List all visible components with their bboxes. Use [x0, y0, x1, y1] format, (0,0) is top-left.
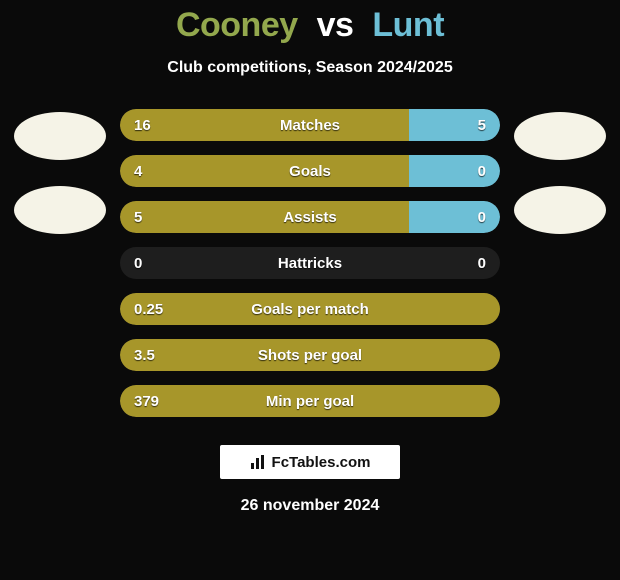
stat-right-value: 0	[478, 163, 486, 180]
stat-bar-text: 0.25 Goals per match	[120, 293, 500, 325]
stat-bar-text: 0 Hattricks 0	[120, 247, 500, 279]
stat-bar: 379 Min per goal	[120, 385, 500, 417]
vs-text: vs	[317, 6, 354, 44]
player2-avatar-bottom	[514, 186, 606, 234]
stat-right-value: 0	[478, 209, 486, 226]
fctables-logo: FcTables.com	[220, 445, 400, 479]
stat-label: Min per goal	[266, 393, 354, 410]
stat-bar: 16 Matches 5	[120, 109, 500, 141]
stat-bar: 5 Assists 0	[120, 201, 500, 233]
stat-bar-text: 379 Min per goal	[120, 385, 500, 417]
player2-avatar-col	[514, 112, 606, 234]
stat-bars: 16 Matches 5 4 Goals 0 5 Assists 0 0 Hattricks 0 0.2…	[120, 109, 500, 417]
season-subtitle: Club competitions, Season 2024/2025	[167, 59, 452, 77]
logo-text: FcTables.com	[272, 454, 371, 471]
stat-left-value: 0	[134, 255, 142, 272]
bars-icon	[250, 454, 266, 470]
stat-label: Hattricks	[278, 255, 342, 272]
stat-bar: 0 Hattricks 0	[120, 247, 500, 279]
stat-bar-text: 16 Matches 5	[120, 109, 500, 141]
player1-name: Cooney	[176, 6, 298, 44]
player1-avatar-top	[14, 112, 106, 160]
stat-left-value: 4	[134, 163, 142, 180]
stat-bar-text: 5 Assists 0	[120, 201, 500, 233]
stat-left-value: 5	[134, 209, 142, 226]
stat-bar: 4 Goals 0	[120, 155, 500, 187]
player2-name: Lunt	[372, 6, 444, 44]
comparison-title: Cooney vs Lunt	[176, 6, 444, 45]
stat-bar: 3.5 Shots per goal	[120, 339, 500, 371]
stat-left-value: 16	[134, 117, 151, 134]
footer-date: 26 november 2024	[241, 497, 380, 515]
stat-label: Goals per match	[251, 301, 369, 318]
stat-left-value: 0.25	[134, 301, 163, 318]
player2-avatar-top	[514, 112, 606, 160]
stat-label: Shots per goal	[258, 347, 362, 364]
stat-right-value: 0	[478, 255, 486, 272]
stat-bar-text: 3.5 Shots per goal	[120, 339, 500, 371]
player1-avatar-bottom	[14, 186, 106, 234]
stat-label: Matches	[280, 117, 340, 134]
stat-label: Goals	[289, 163, 331, 180]
stat-left-value: 3.5	[134, 347, 155, 364]
stat-bar: 0.25 Goals per match	[120, 293, 500, 325]
stat-right-value: 5	[478, 117, 486, 134]
stat-bar-text: 4 Goals 0	[120, 155, 500, 187]
player1-avatar-col	[14, 112, 106, 234]
stat-left-value: 379	[134, 393, 159, 410]
stat-label: Assists	[283, 209, 336, 226]
comparison-card: Cooney vs Lunt Club competitions, Season…	[0, 0, 620, 580]
